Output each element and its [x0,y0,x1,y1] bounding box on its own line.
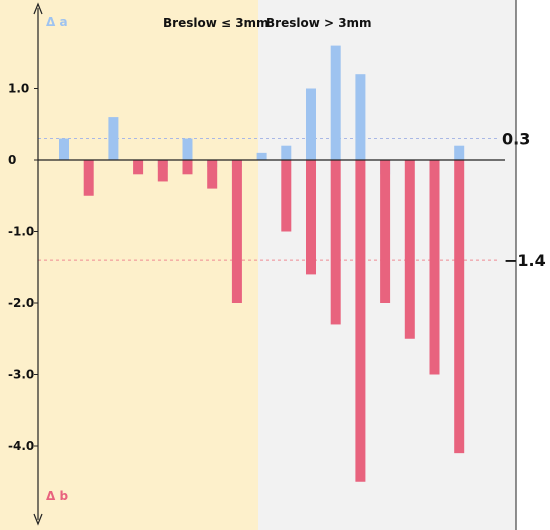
bar-delta-b-6 [182,160,193,175]
y-tick-label: -1.0 [8,225,34,239]
y-tick-label: 0 [8,153,16,167]
y-tick-label: -4.0 [8,439,34,453]
bar-delta-b-10 [281,160,292,232]
bar-delta-a-12 [330,45,341,160]
bar-delta-b-4 [133,160,144,175]
y-axis-arrow-down-icon [33,513,43,526]
bar-delta-b-15 [404,160,415,339]
bar-delta-b-2 [83,160,94,196]
region-label-breslow-gt-3mm: Breslow > 3mm [266,16,372,30]
bar-delta-b-16 [429,160,440,375]
bar-delta-b-14 [380,160,391,303]
series-delta-b-bars [83,160,465,482]
region-breslow-le-3mm [0,0,258,530]
bar-delta-b-7 [207,160,218,189]
bar-delta-a-17 [454,145,465,160]
y-axis-label-top: Δ a [46,15,68,29]
y-tick-label: 1.0 [8,82,29,96]
bar-delta-b-17 [454,160,465,454]
bar-delta-b-13 [355,160,366,482]
reference-line-label-1: −1.4 [504,251,546,270]
bar-delta-a-6 [182,138,193,160]
bar-delta-b-8 [231,160,242,303]
bar-delta-a-13 [355,74,366,160]
y-tick-label: -3.0 [8,368,34,382]
y-axis-ticks: 1.0 0 -1.0 -2.0 -3.0 -4.0 [8,82,38,453]
bar-delta-a-9 [256,152,267,160]
reference-lines: 0.3−1.4 [38,130,546,270]
bar-delta-b-5 [157,160,168,182]
bar-delta-a-10 [281,145,292,160]
bar-delta-b-12 [330,160,341,325]
bar-delta-a-3 [108,117,119,160]
bar-delta-a-11 [306,88,316,160]
y-axis-arrow-up-icon [33,2,43,15]
bar-delta-a-1 [59,138,69,160]
y-tick-label: -2.0 [8,296,34,310]
bar-delta-b-11 [306,160,316,275]
y-axis-label-bottom: Δ b [46,489,68,503]
region-label-breslow-le-3mm: Breslow ≤ 3mm [163,16,269,30]
